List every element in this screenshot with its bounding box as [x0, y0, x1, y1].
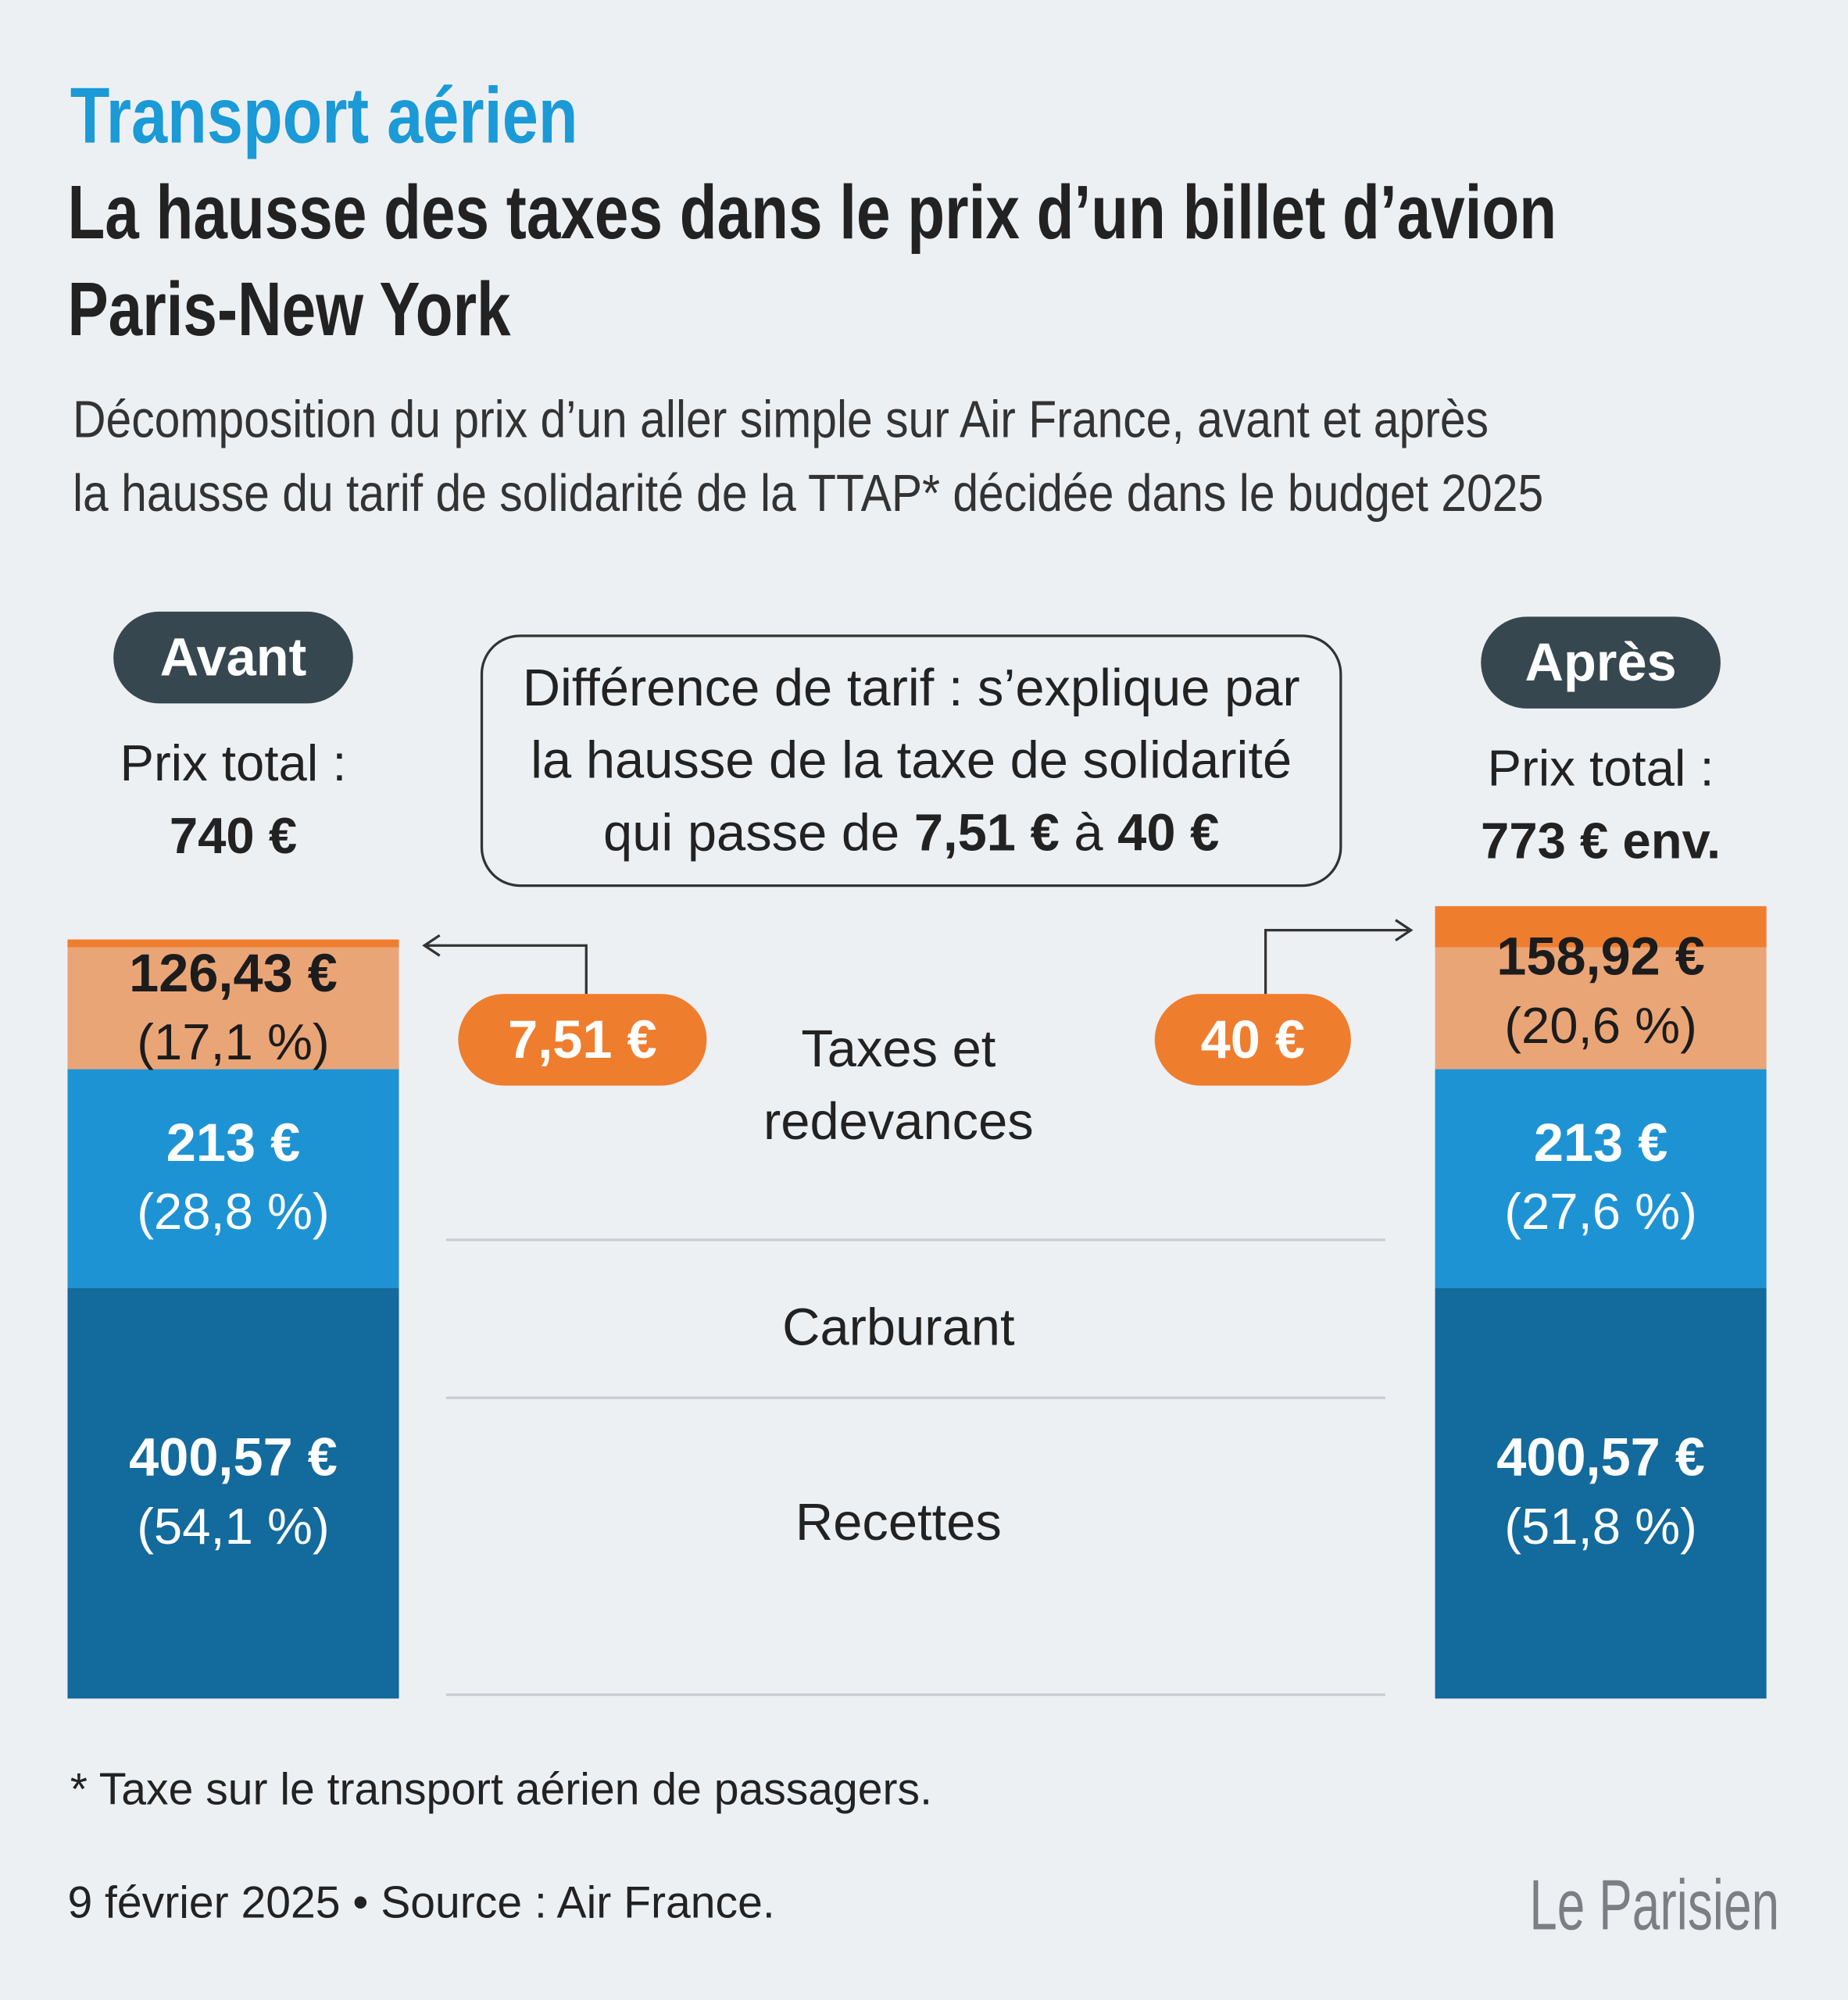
series-label: Recettes — [795, 1492, 1002, 1552]
total-label: Prix total : — [120, 735, 347, 792]
solidarity-label: 40 € — [1200, 1009, 1305, 1070]
total-value: 740 € — [169, 808, 298, 865]
callout-box — [480, 634, 1342, 888]
total-label: Prix total : — [1487, 741, 1714, 798]
value-label: 213 € — [166, 1112, 301, 1173]
category-pill — [1481, 616, 1721, 709]
callout-line: Différence de tarif : s’explique par — [523, 652, 1300, 724]
footnote: * Taxe sur le transport aérien de passag… — [70, 1764, 932, 1815]
solidarity-strip — [67, 939, 399, 948]
share-label: (27,6 %) — [1504, 1184, 1697, 1241]
callout-part: la hausse de la taxe de solidarité — [531, 730, 1292, 790]
share-label: (54,1 %) — [137, 1498, 330, 1555]
category-label: Après — [1525, 631, 1677, 692]
solidarity-pill — [458, 994, 707, 1086]
callout-part: 40 € — [1117, 803, 1220, 862]
bar-segment — [1435, 1069, 1767, 1288]
category-pill — [113, 611, 353, 704]
callout-part: qui passe de — [603, 803, 914, 862]
kicker: Transport aérien — [70, 72, 578, 161]
series-label: Carburant — [782, 1298, 1015, 1357]
callout-part: Différence de tarif : s’explique par — [522, 658, 1300, 717]
callout-line: qui passe de 7,51 € à 40 € — [523, 797, 1300, 870]
title-line: La hausse des taxes dans le prix d’un bi… — [67, 169, 1557, 255]
bar-segment — [1435, 1288, 1767, 1699]
callout-text: Différence de tarif : s’explique par la h… — [523, 652, 1300, 870]
share-label: (28,8 %) — [137, 1184, 330, 1241]
connector — [1264, 919, 1414, 995]
source: 9 février 2025 • Source : Air France. — [67, 1878, 775, 1928]
bar-segment — [67, 1288, 399, 1699]
share-label: (20,6 %) — [1504, 998, 1697, 1055]
callout-line: la hausse de la taxe de solidarité — [523, 724, 1300, 797]
bar-segment — [67, 1069, 399, 1288]
category-label: Avant — [159, 627, 307, 688]
share-label: (51,8 %) — [1504, 1498, 1697, 1555]
bar-segment — [67, 939, 399, 1070]
value-label: 213 € — [1533, 1112, 1668, 1173]
callout-part: à — [1059, 803, 1118, 862]
value-label: 126,43 € — [129, 943, 338, 1003]
solidarity-label: 7,51 € — [508, 1009, 657, 1070]
value-label: 400,57 € — [1496, 1427, 1705, 1488]
subtitle-line: Décomposition du prix d’un aller simple … — [72, 390, 1489, 449]
share-label: (17,1 %) — [137, 1015, 330, 1072]
value-label: 400,57 € — [129, 1427, 338, 1488]
value-label: 158,92 € — [1496, 926, 1705, 987]
subtitle-line: la hausse du tarif de solidarité de la T… — [72, 463, 1544, 523]
title-line: Paris-New York — [67, 266, 511, 352]
callout-part: 7,51 € — [913, 803, 1060, 862]
logo: Le Parisien — [1529, 1864, 1780, 1945]
solidarity-strip — [1435, 905, 1767, 948]
total-value: 773 € env. — [1481, 813, 1721, 870]
solidarity-pill — [1154, 994, 1351, 1086]
series-label: Taxes et redevances — [763, 1019, 1034, 1151]
connector — [422, 934, 588, 995]
